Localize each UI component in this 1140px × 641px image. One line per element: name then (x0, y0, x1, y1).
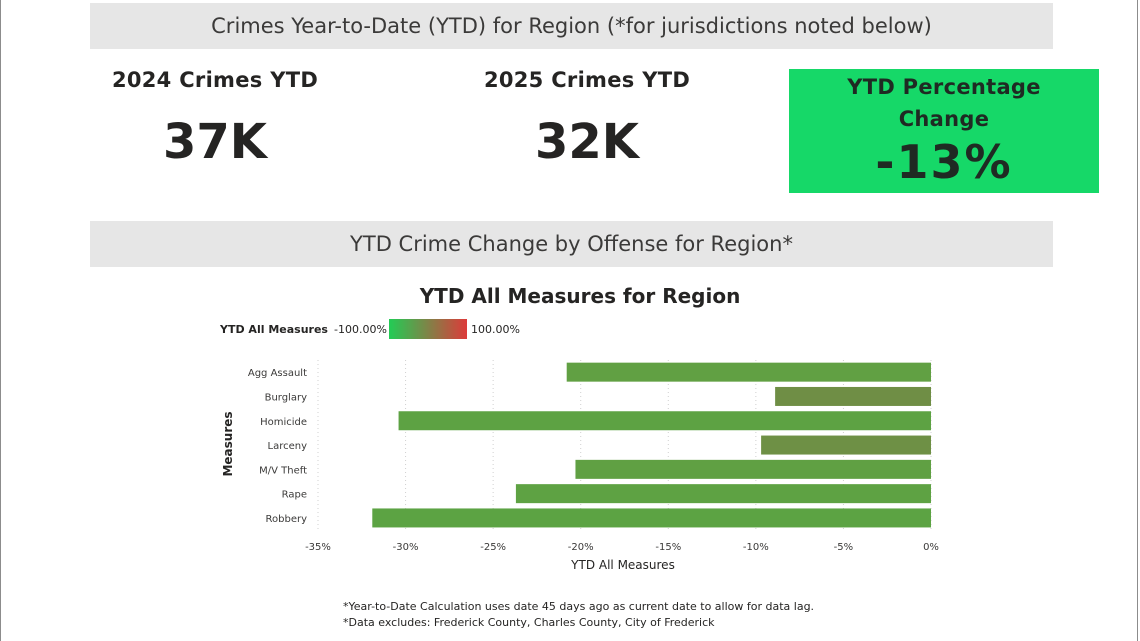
x-tick-label: -25% (480, 542, 506, 553)
x-tick-label: -5% (834, 542, 853, 553)
chart-bars (372, 362, 932, 528)
bar-agg-assault[interactable] (566, 362, 931, 382)
bar-homicide[interactable] (398, 411, 932, 431)
kpi-label-2025: 2025 Crimes YTD (483, 68, 691, 92)
region-header-banner: Crimes Year-to-Date (YTD) for Region (*f… (90, 3, 1053, 49)
kpi-card-2024[interactable]: 2024 Crimes YTD 37K (100, 68, 330, 170)
kpi-value-percentage-change: -13% (875, 135, 1013, 189)
kpi-card-2025[interactable]: 2025 Crimes YTD 32K (472, 68, 702, 170)
kpi-card-percentage-change[interactable]: YTD Percentage Change -13% (789, 69, 1099, 193)
x-axis-title: YTD All Measures (570, 558, 675, 572)
x-tick-label: -10% (743, 542, 769, 553)
kpi-label-2024: 2024 Crimes YTD (111, 68, 319, 92)
category-label: Robbery (266, 514, 308, 525)
x-tick-label: -30% (393, 542, 419, 553)
footnote-data-exclusions: *Data excludes: Frederick County, Charle… (343, 616, 715, 629)
legend-title: YTD All Measures (219, 323, 328, 336)
category-label: Larceny (268, 441, 308, 452)
bar-larceny[interactable] (761, 435, 931, 455)
category-label: M/V Theft (259, 465, 307, 476)
chart-title: YTD All Measures for Region (419, 284, 741, 308)
kpi-label-percentage-change-line1: YTD Percentage (847, 75, 1041, 99)
y-axis-title: Measures (221, 411, 235, 476)
chart-x-tick-labels: -35% -30% -25% -20% -15% -10% -5% 0% (305, 542, 939, 553)
category-label: Homicide (260, 417, 307, 428)
chart-category-labels: Agg Assault Burglary Homicide Larceny M/V Th… (248, 368, 307, 525)
category-label: Agg Assault (248, 368, 307, 379)
x-tick-label: -35% (305, 542, 331, 553)
legend-gradient-swatch (389, 319, 467, 339)
x-tick-label: 0% (923, 542, 939, 553)
category-label: Burglary (265, 392, 307, 403)
bar-robbery[interactable] (372, 508, 931, 528)
legend-max-label: 100.00% (471, 323, 520, 336)
x-tick-label: -20% (568, 542, 594, 553)
x-tick-label: -15% (655, 542, 681, 553)
kpi-value-2024: 37K (163, 114, 267, 170)
bar-m-v-theft[interactable] (575, 459, 931, 479)
legend-min-label: -100.00% (334, 323, 387, 336)
offense-header-banner: YTD Crime Change by Offense for Region* (90, 221, 1053, 267)
kpi-label-percentage-change-line2: Change (898, 107, 990, 131)
category-label: Rape (282, 490, 307, 501)
footnote-ytd-calculation: *Year-to-Date Calculation uses date 45 d… (343, 600, 815, 613)
bar-burglary[interactable] (775, 386, 931, 406)
kpi-value-2025: 32K (535, 114, 639, 170)
bar-rape[interactable] (515, 484, 931, 504)
